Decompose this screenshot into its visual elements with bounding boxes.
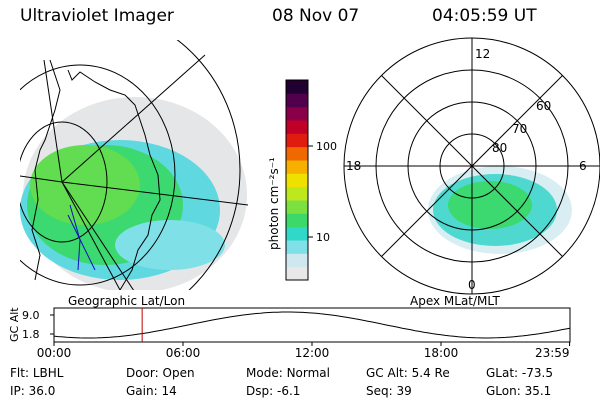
footer-ip: IP: 36.0 <box>10 384 56 398</box>
lat-label-80: 80 <box>492 141 507 155</box>
footer-glat: GLat: -73.5 <box>486 366 553 380</box>
orbit-x-ticks: 00:00 06:00 12:00 18:00 23:59 <box>37 342 571 360</box>
colorbar-frame <box>285 79 309 281</box>
orbit-x-tick-label: 12:00 <box>295 346 330 360</box>
orbit-axis-label: GC Alt <box>8 307 21 342</box>
mlt-label-12: 12 <box>475 47 490 61</box>
colorbar-band <box>286 186 308 201</box>
colorbar-band <box>286 120 308 134</box>
colorbar-band <box>286 146 308 161</box>
observation-date: 08 Nov 07 <box>272 6 360 26</box>
footer-dsp: Dsp: -6.1 <box>246 384 301 398</box>
colorbar-band <box>286 226 308 241</box>
colorbar <box>286 80 308 281</box>
orbit-altitude-plot: 9.0 1.8 GC Alt 00:00 06:00 12:00 18:00 23:59 <box>8 307 571 360</box>
colorbar-unit-label: photon cm⁻²s⁻¹ <box>267 157 281 250</box>
lat-label-70: 70 <box>512 122 527 136</box>
footer-glon: GLon: 35.1 <box>486 384 552 398</box>
colorbar-band <box>286 253 308 268</box>
colorbar-band <box>286 93 308 108</box>
footer-gain: Gain: 14 <box>126 384 177 398</box>
colorbar-band <box>286 80 308 94</box>
mlt-label-0: 0 <box>468 278 476 292</box>
mlt-label-18: 18 <box>346 159 361 173</box>
footer-gc-alt: GC Alt: 5.4 Re <box>366 366 450 380</box>
footer-door: Door: Open <box>126 366 195 380</box>
colorbar-band <box>286 266 308 281</box>
colorbar-band <box>286 213 308 228</box>
observation-time: 04:05:59 UT <box>432 6 537 26</box>
orbit-y-tick-1-8: 1.8 <box>22 328 40 341</box>
colorbar-tick-10: 10 <box>316 231 330 244</box>
orbit-x-tick-label: 23:59 <box>535 346 570 360</box>
colorbar-band <box>286 173 308 188</box>
colorbar-band <box>286 160 308 174</box>
orbit-altitude-curve <box>53 311 571 339</box>
footer-flt: Flt: LBHL <box>10 366 64 380</box>
apex-polar-plot: 12 18 6 0 60 70 80 <box>343 37 600 295</box>
orbit-x-tick-label: 18:00 <box>424 346 459 360</box>
colorbar-band <box>286 200 308 214</box>
orbit-x-tick-label: 00:00 <box>37 346 72 360</box>
colorbar-tick-100: 100 <box>316 140 337 153</box>
lat-label-60: 60 <box>536 99 551 113</box>
colorbar-band <box>286 133 308 148</box>
orbit-x-tick-label: 06:00 <box>166 346 201 360</box>
colorbar-band <box>286 106 308 121</box>
orbit-y-tick-9: 9.0 <box>22 309 40 322</box>
apex-label: Apex MLat/MLT <box>410 294 500 308</box>
mlt-label-6: 6 <box>579 159 587 173</box>
colorbar-band <box>286 240 308 254</box>
footer-mode: Mode: Normal <box>246 366 330 380</box>
instrument-title: Ultraviolet Imager <box>20 6 174 26</box>
geographic-map <box>20 40 249 290</box>
geographic-label: Geographic Lat/Lon <box>68 294 185 308</box>
footer-seq: Seq: 39 <box>366 384 412 398</box>
